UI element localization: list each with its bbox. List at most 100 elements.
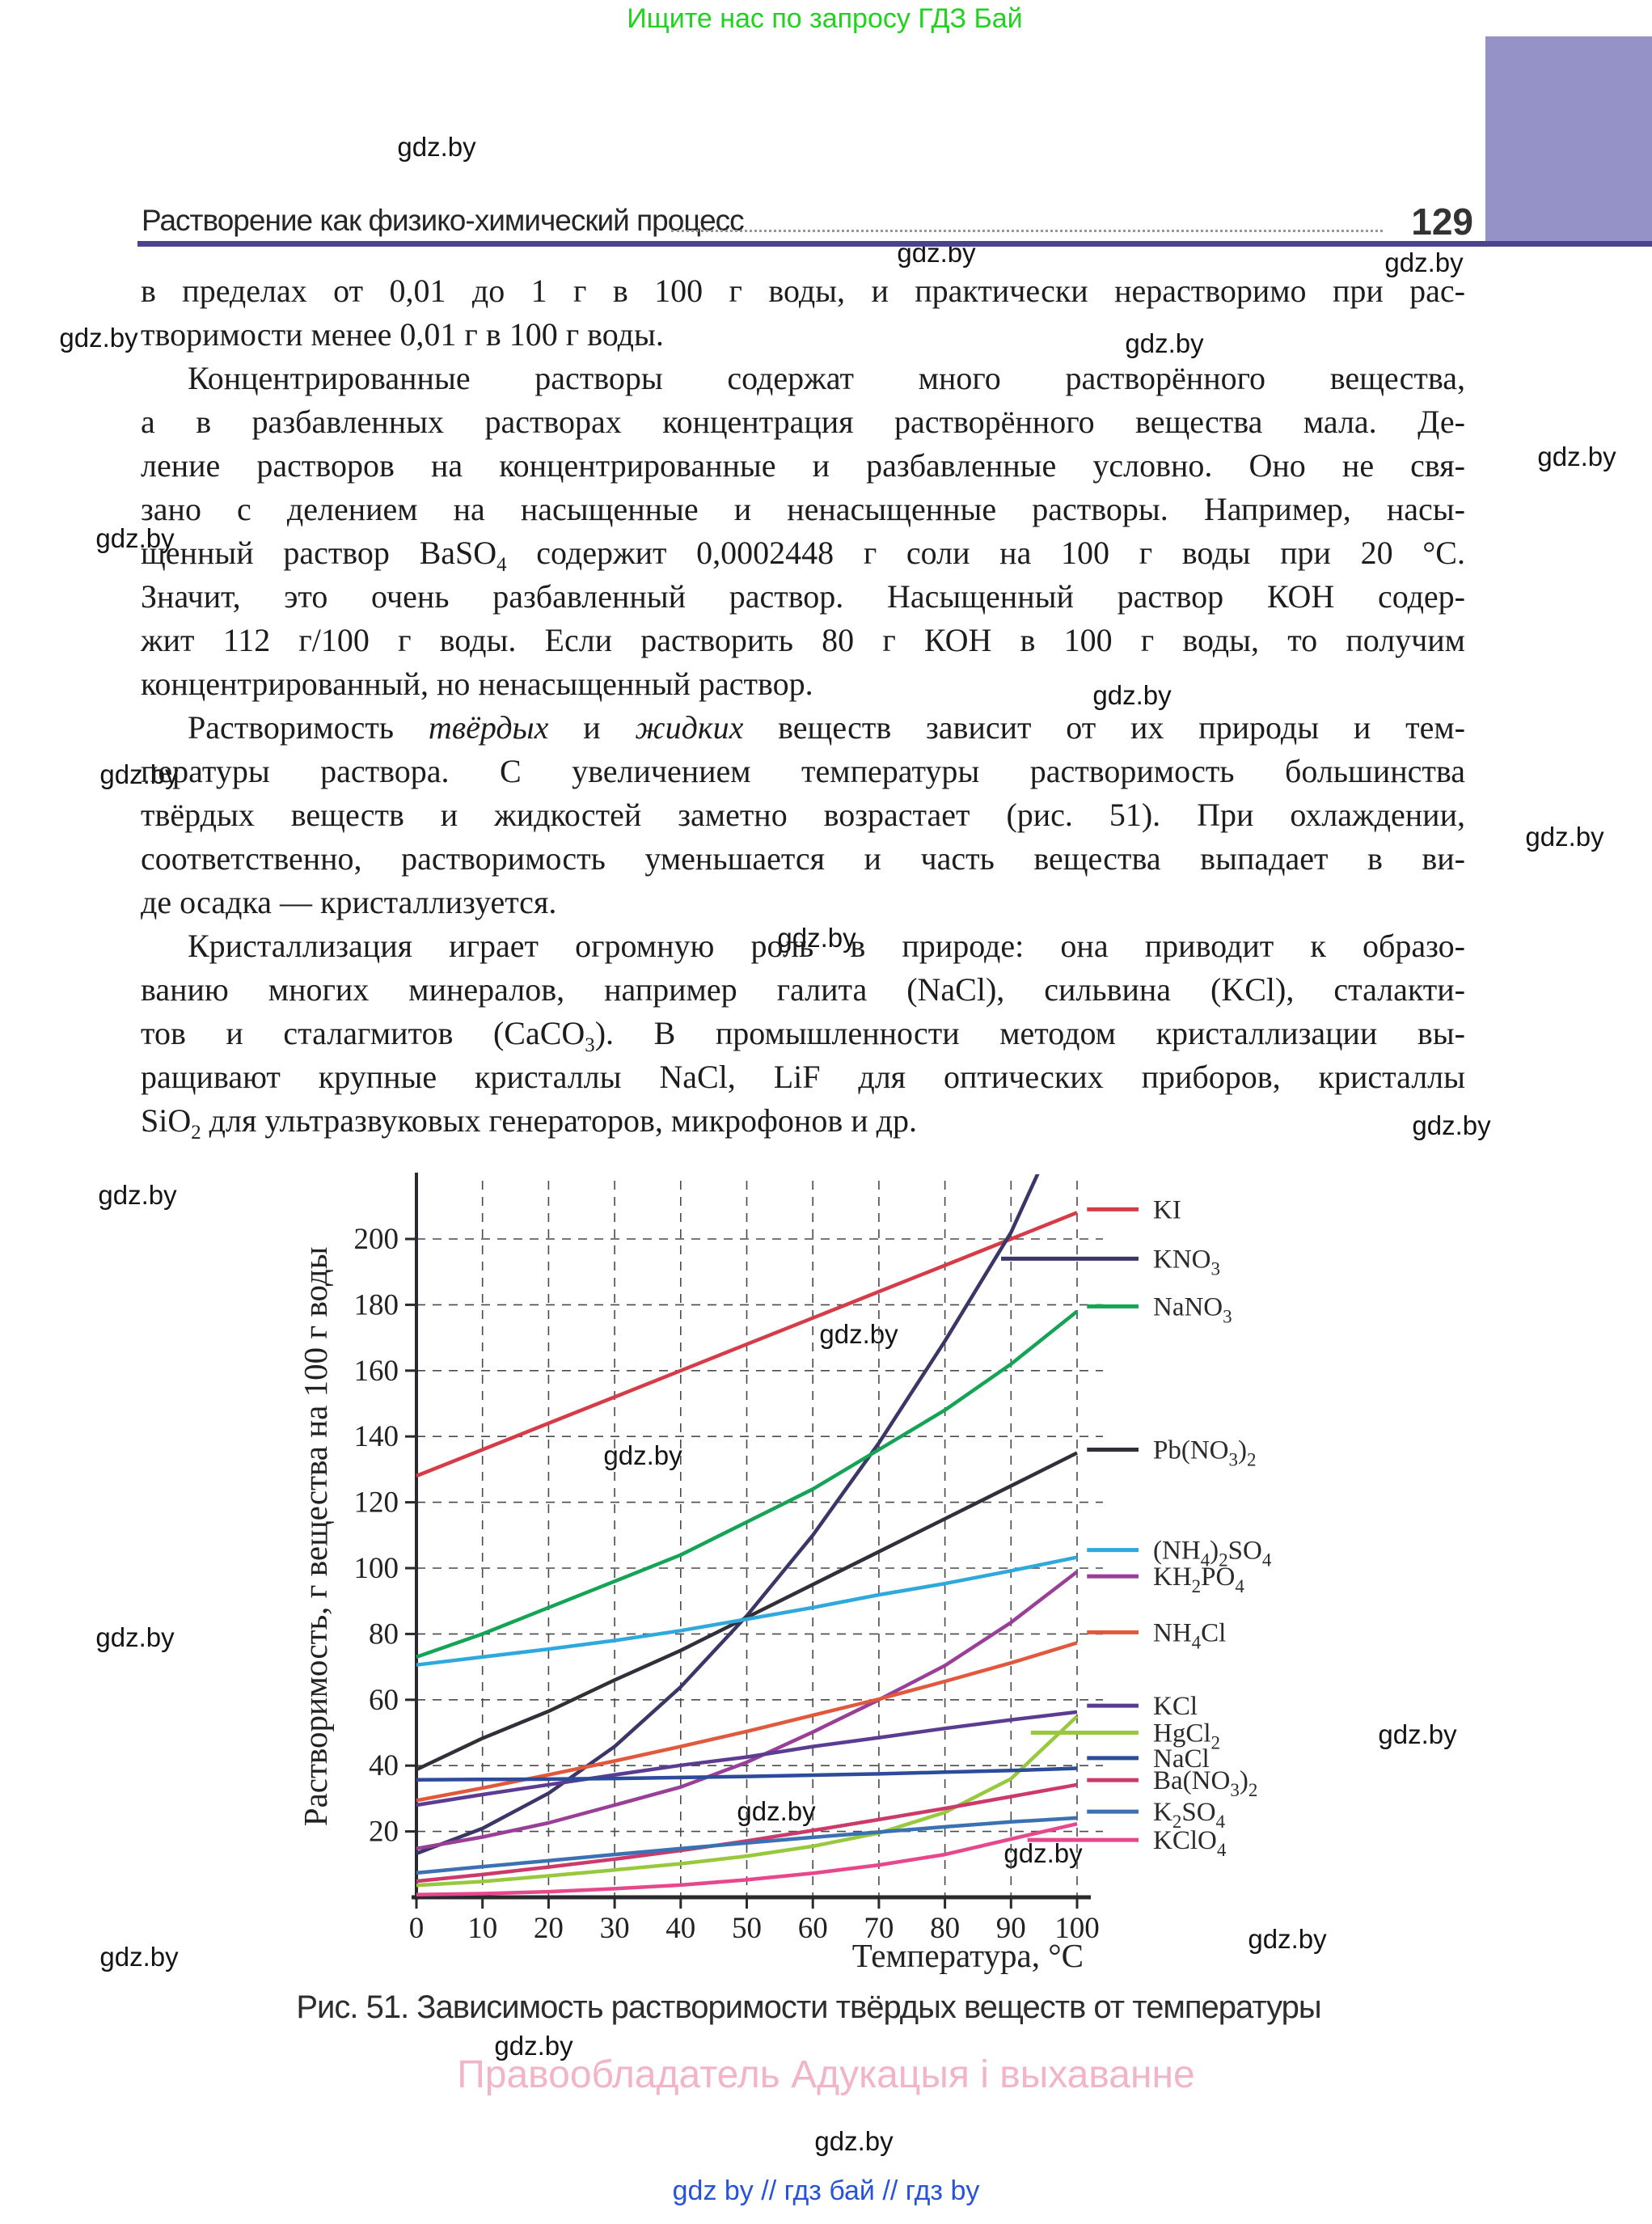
gdz-watermark: gdz.by bbox=[1525, 822, 1604, 852]
body-line: жит 112 г/100 г воды. Если растворить 80… bbox=[141, 622, 1465, 658]
legend-label: Pb(NO3)2 bbox=[1153, 1435, 1257, 1469]
svg-text:100: 100 bbox=[1054, 1912, 1100, 1945]
legend-label: KI bbox=[1153, 1195, 1181, 1224]
body-line: пературы раствора. С увеличением темпера… bbox=[141, 753, 1465, 789]
svg-text:100: 100 bbox=[354, 1552, 399, 1585]
body-line: щенный раствор BaSO4 содержит 0,0002448 … bbox=[141, 535, 1465, 576]
body-line: ращивают крупные кристаллы NaCl, LiF для… bbox=[141, 1059, 1465, 1095]
svg-text:20: 20 bbox=[534, 1912, 564, 1945]
body-text: в пределах от 0,01 до 1 г в 100 г воды, … bbox=[141, 269, 1465, 1143]
series-line-KCl bbox=[416, 1710, 1078, 1808]
svg-text:50: 50 bbox=[732, 1912, 762, 1945]
gdz-watermark: gdz.by bbox=[603, 1440, 682, 1470]
series-line-KClO4 bbox=[416, 1822, 1078, 1896]
body-line: Кристаллизация играет огромную роль в пр… bbox=[188, 928, 1465, 964]
legend-label: KH2PO4 bbox=[1153, 1562, 1244, 1596]
gdz-watermark: gdz.by bbox=[1537, 442, 1616, 471]
gdz-watermark: gdz.by bbox=[1125, 328, 1204, 358]
gdz-watermark: gdz.by bbox=[777, 923, 856, 953]
chart-axes bbox=[405, 1173, 1091, 1909]
x-axis-title: Температура, °С bbox=[852, 1937, 1084, 1974]
gdz-watermark: gdz.by bbox=[1092, 680, 1172, 710]
legend-label: NaNO3 bbox=[1153, 1292, 1232, 1326]
gdz-watermark: gdz.by bbox=[98, 1180, 177, 1210]
body-line: де осадка — кристаллизуется. bbox=[141, 884, 557, 920]
legend-label: HgCl2 bbox=[1153, 1719, 1220, 1753]
legend-label: KClO4 bbox=[1153, 1826, 1227, 1860]
header-underline bbox=[137, 241, 1652, 247]
series-line-NH42SO4 bbox=[416, 1555, 1078, 1667]
svg-text:40: 40 bbox=[665, 1912, 695, 1945]
gdz-watermark: gdz.by bbox=[1378, 1719, 1457, 1749]
legend-label: K2SO4 bbox=[1153, 1798, 1226, 1832]
gdz-watermark: gdz.by bbox=[819, 1319, 898, 1349]
gdz-watermark: gdz.by bbox=[1384, 247, 1464, 277]
page-number: 129 bbox=[1411, 201, 1473, 243]
svg-text:60: 60 bbox=[798, 1912, 828, 1945]
series-line-BaNO32 bbox=[416, 1782, 1078, 1884]
running-header: Растворение как физико-химический процес… bbox=[142, 204, 745, 237]
legend-label: NH4Cl bbox=[1153, 1618, 1226, 1652]
body-line: а в разбавленных растворах концентрация … bbox=[141, 404, 1465, 440]
svg-text:40: 40 bbox=[369, 1749, 399, 1782]
series-line-NaNO3 bbox=[416, 1309, 1079, 1660]
legend-label: (NH4)2SO4 bbox=[1153, 1537, 1272, 1571]
svg-text:70: 70 bbox=[864, 1912, 894, 1945]
body-line: соответственно, растворимость уменьшаетс… bbox=[141, 840, 1465, 877]
svg-text:180: 180 bbox=[354, 1288, 399, 1321]
body-line: Концентрированные растворы содержат мног… bbox=[188, 360, 1465, 396]
gdz-watermark: gdz.by bbox=[814, 2126, 894, 2156]
svg-text:60: 60 bbox=[369, 1684, 399, 1717]
body-line: концентрированный, но ненасыщенный раств… bbox=[141, 666, 813, 702]
header-dotted-leader bbox=[671, 230, 1383, 232]
gdz-watermark: gdz.by bbox=[99, 759, 179, 789]
promo-banner: Ищите нас по запросу ГДЗ Бай bbox=[627, 3, 1023, 34]
series-line-NaCl bbox=[416, 1766, 1078, 1782]
gdz-watermark: gdz.by bbox=[95, 1622, 175, 1652]
body-line: тов и сталагмитов (CaCO3). В промышленно… bbox=[141, 1015, 1465, 1056]
legend-label: KNO3 bbox=[1153, 1245, 1220, 1279]
body-line: ванию многих минералов, например галита … bbox=[141, 971, 1465, 1008]
svg-text:80: 80 bbox=[930, 1912, 960, 1945]
gdz-watermark: gdz.by bbox=[99, 1942, 179, 1972]
figure-caption: Рис. 51. Зависимость растворимости твёрд… bbox=[296, 1989, 1321, 2025]
svg-text:80: 80 bbox=[369, 1617, 399, 1651]
gdz-watermark: gdz.by bbox=[494, 2031, 573, 2061]
svg-text:0: 0 bbox=[409, 1912, 425, 1945]
svg-text:30: 30 bbox=[600, 1912, 630, 1945]
publisher-line: Правообладатель Адукацыя і выхаванне bbox=[457, 2053, 1195, 2096]
body-line: SiO2 для ультразвуковых генераторов, мик… bbox=[141, 1102, 917, 1144]
svg-text:140: 140 bbox=[354, 1420, 399, 1453]
gdz-watermark: gdz.by bbox=[59, 323, 138, 353]
header-corner-block bbox=[1485, 36, 1652, 242]
legend-label: Ba(NO3)2 bbox=[1153, 1766, 1257, 1800]
svg-text:90: 90 bbox=[996, 1912, 1026, 1945]
body-line: Значит, это очень разбавленный раствор. … bbox=[141, 578, 1465, 615]
series-line-HgCl2 bbox=[416, 1715, 1079, 1888]
body-line: ление растворов на концентрированные и р… bbox=[141, 447, 1465, 484]
series-line-KH2PO4 bbox=[416, 1570, 1079, 1851]
svg-text:20: 20 bbox=[369, 1816, 399, 1849]
body-line: Растворимость твёрдых и жидких веществ з… bbox=[188, 709, 1466, 746]
chart-grid bbox=[416, 1181, 1103, 1897]
gdz-watermark: gdz.by bbox=[1003, 1838, 1083, 1868]
series-line-KI bbox=[416, 1211, 1078, 1478]
gdz-watermark: gdz.by bbox=[737, 1796, 816, 1826]
legend-label: NaCl bbox=[1153, 1744, 1210, 1774]
body-line: зано с делением на насыщенные и ненасыще… bbox=[141, 491, 1465, 527]
body-line: твёрдых веществ и жидкостей заметно возр… bbox=[141, 797, 1465, 833]
svg-text:160: 160 bbox=[354, 1355, 399, 1388]
chart-tick-labels: 0 10 20 30 40 50 60 70 80 90 100 20 40 60 80 100 120 140 1… bbox=[354, 1223, 1100, 1945]
gdz-watermark: gdz.by bbox=[1248, 1924, 1327, 1954]
body-line: в пределах от 0,01 до 1 г в 100 г воды, … bbox=[141, 273, 1465, 309]
legend-label: KCl bbox=[1153, 1692, 1198, 1721]
svg-text:120: 120 bbox=[354, 1486, 399, 1520]
svg-text:10: 10 bbox=[467, 1912, 497, 1945]
gdz-watermark: gdz.by bbox=[397, 132, 476, 162]
body-line: творимости менее 0,01 г в 100 г воды. bbox=[141, 316, 664, 353]
gdz-watermark: gdz.by bbox=[1412, 1110, 1491, 1140]
footer-links[interactable]: gdz by // гдз бай // гдз by bbox=[672, 2175, 980, 2206]
svg-text:200: 200 bbox=[354, 1223, 399, 1256]
